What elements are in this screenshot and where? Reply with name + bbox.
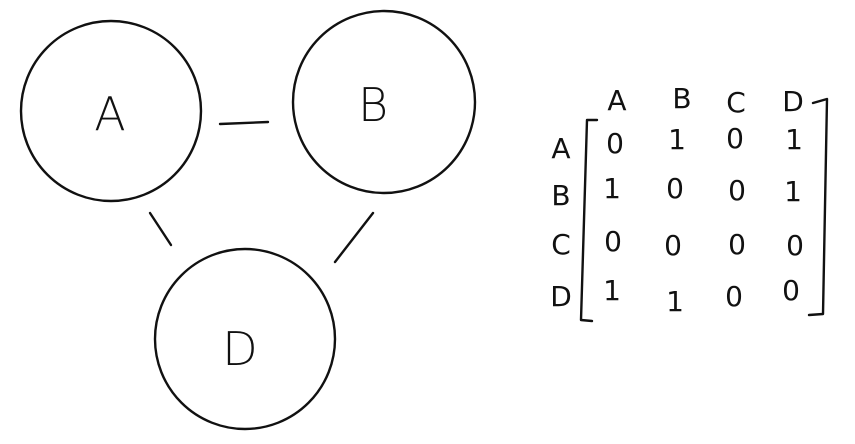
matrix-row-label-b: B: [551, 179, 570, 212]
matrix-cell: 0: [664, 229, 682, 262]
matrix-row-label-d: D: [550, 280, 572, 313]
matrix-col-header-b: B: [672, 82, 691, 115]
matrix-cell: 0: [728, 174, 746, 207]
matrix-col-header-a: A: [607, 84, 626, 117]
node-b-circle: [291, 9, 477, 195]
matrix-cell: 1: [785, 123, 803, 156]
matrix-cell: 1: [668, 123, 686, 156]
node-d-circle: [153, 247, 337, 431]
node-b-label: B: [358, 78, 388, 132]
matrix-cell: 0: [728, 228, 746, 261]
matrix-right-bracket: [807, 97, 829, 317]
matrix-cell: 1: [666, 285, 684, 318]
matrix-row-label-c: C: [551, 228, 571, 261]
edge-b-d: [333, 211, 375, 264]
matrix-col-header-c: C: [726, 86, 746, 119]
matrix-cell: 0: [782, 274, 800, 307]
matrix-cell: 0: [606, 127, 624, 160]
matrix-cell: 1: [603, 172, 621, 205]
matrix-row-label-a: A: [551, 132, 570, 165]
matrix-col-header-d: D: [782, 85, 804, 118]
matrix-cell: 0: [725, 280, 743, 313]
node-d-label: D: [222, 322, 257, 376]
matrix-cell: 0: [604, 225, 622, 258]
matrix-left-bracket: [579, 118, 599, 323]
matrix-cell: 0: [786, 229, 804, 262]
adjacency-matrix: A B C D A B C D 0 1 0 1 1 0 0 1 0 0 0 0 …: [550, 82, 829, 323]
matrix-cell: 0: [726, 122, 744, 155]
edge-a-d: [148, 211, 173, 247]
matrix-cell: 1: [603, 274, 621, 307]
matrix-cell: 1: [784, 175, 802, 208]
graph: A B D: [19, 9, 477, 431]
edge-a-b: [218, 120, 270, 126]
node-a-circle: [19, 19, 203, 203]
matrix-cell: 0: [666, 172, 684, 205]
node-a-label: A: [94, 87, 125, 141]
